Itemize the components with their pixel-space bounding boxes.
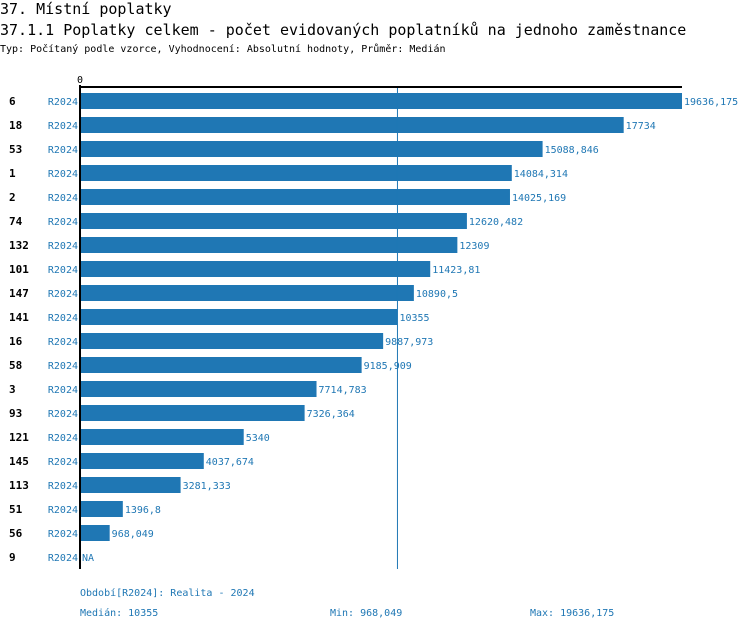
value-label: 4037,674 (206, 457, 254, 468)
value-label: 15088,846 (545, 145, 599, 156)
bar (80, 525, 110, 541)
category-label: 1 (9, 167, 16, 180)
category-label: 58 (9, 359, 22, 372)
value-label: 12309 (459, 241, 489, 252)
series-label: R2024 (48, 457, 78, 468)
category-label: 93 (9, 407, 22, 420)
category-label: 121 (9, 431, 29, 444)
bar (80, 117, 624, 133)
value-label: 14025,169 (512, 193, 566, 204)
bar (80, 381, 317, 397)
bar (80, 189, 510, 205)
category-label: 2 (9, 191, 16, 204)
value-label: 3281,333 (183, 481, 231, 492)
value-label: 1396,8 (125, 505, 161, 516)
series-label: R2024 (48, 385, 78, 396)
value-label: 19636,175 (684, 97, 738, 108)
series-label: R2024 (48, 433, 78, 444)
series-label: R2024 (48, 121, 78, 132)
series-label: R2024 (48, 97, 78, 108)
category-label: 3 (9, 383, 16, 396)
category-label: 145 (9, 455, 29, 468)
value-label: 7714,783 (319, 385, 367, 396)
category-label: 18 (9, 119, 22, 132)
series-label: R2024 (48, 529, 78, 540)
series-label: R2024 (48, 289, 78, 300)
series-label: R2024 (48, 217, 78, 228)
bar (80, 285, 414, 301)
footer-period: Období[R2024]: Realita - 2024 (80, 588, 255, 599)
series-label: R2024 (48, 553, 78, 564)
value-label: 10355 (399, 313, 429, 324)
series-label: R2024 (48, 409, 78, 420)
value-label: 10890,5 (416, 289, 458, 300)
category-label: 53 (9, 143, 22, 156)
category-label: 56 (9, 527, 23, 540)
value-label: 14084,314 (514, 169, 568, 180)
series-label: R2024 (48, 169, 78, 180)
series-label: R2024 (48, 481, 78, 492)
series-label: R2024 (48, 505, 78, 516)
bar (80, 357, 362, 373)
bar (80, 309, 398, 325)
bar (80, 165, 512, 181)
value-label: 9185,909 (364, 361, 412, 372)
bar (80, 237, 458, 253)
series-label: R2024 (48, 193, 78, 204)
series-label: R2024 (48, 313, 78, 324)
footer-max: Max: 19636,175 (530, 608, 615, 619)
series-label: R2024 (48, 145, 78, 156)
category-label: 51 (9, 503, 23, 516)
category-label: 74 (9, 215, 23, 228)
footer-median: Medián: 10355 (80, 608, 159, 619)
chart-subtitle: Typ: Počítaný podle vzorce, Vyhodnocení:… (0, 44, 446, 55)
series-label: R2024 (48, 361, 78, 372)
bar (80, 453, 204, 469)
value-label: 11423,81 (432, 265, 480, 276)
series-label: R2024 (48, 265, 78, 276)
category-label: 147 (9, 287, 29, 300)
category-label: 6 (9, 95, 16, 108)
bar (80, 261, 431, 277)
value-label: 5340 (246, 433, 270, 444)
chart-title: 37.1.1 Poplatky celkem - počet evidovaný… (0, 21, 687, 39)
category-label: 132 (9, 239, 29, 252)
value-label: 17734 (626, 121, 656, 132)
value-label: 7326,364 (307, 409, 355, 420)
series-label: R2024 (48, 241, 78, 252)
bar (80, 141, 543, 157)
series-label: R2024 (48, 337, 78, 348)
section-title: 37. Místní poplatky (0, 0, 172, 18)
footer-min: Min: 968,049 (330, 608, 403, 619)
category-label: 9 (9, 551, 16, 564)
bar (80, 477, 181, 493)
value-label: 9887,973 (385, 337, 433, 348)
bar (80, 93, 682, 109)
category-label: 141 (9, 311, 29, 324)
bar (80, 405, 305, 421)
category-label: 113 (9, 479, 29, 492)
bar (80, 213, 467, 229)
category-label: 16 (9, 335, 23, 348)
category-label: 101 (9, 263, 29, 276)
bar (80, 501, 123, 517)
x-tick-label: 0 (77, 75, 83, 86)
bar (80, 333, 384, 349)
bar (80, 429, 244, 445)
value-label: 12620,482 (469, 217, 523, 228)
value-label: 968,049 (112, 529, 154, 540)
value-label: NA (82, 553, 94, 564)
